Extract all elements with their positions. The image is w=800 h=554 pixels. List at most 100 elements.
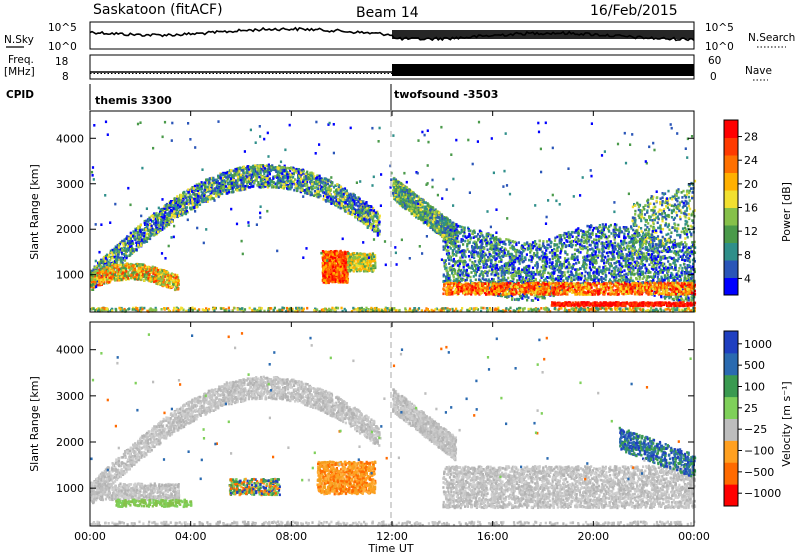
scatter-cell — [154, 214, 156, 217]
scatter-cell — [366, 219, 368, 222]
scatter-cell — [176, 195, 178, 198]
scatter-cell — [244, 178, 246, 181]
scatter-cell — [323, 274, 325, 277]
scatter-cell — [275, 186, 277, 189]
scatter-cell — [346, 192, 348, 195]
scatter-cell — [345, 202, 347, 205]
scatter-cell — [108, 263, 110, 266]
scatter-cell — [370, 216, 372, 219]
scatter-cell — [313, 194, 315, 197]
scatter-cell — [135, 248, 137, 251]
scatter-cell — [157, 219, 159, 222]
scatter-cell — [366, 207, 368, 210]
scatter-cell — [97, 269, 99, 272]
scatter-cell — [168, 207, 170, 210]
scatter-cell — [282, 176, 284, 179]
scatter-cell — [180, 194, 182, 197]
scatter-cell — [106, 274, 108, 277]
scatter-cell — [169, 214, 171, 217]
scatter-cell — [277, 170, 279, 173]
scatter-cell — [219, 182, 221, 185]
scatter-cell — [186, 206, 188, 209]
scatter-cell — [250, 183, 252, 186]
scatter-cell — [287, 167, 289, 170]
scatter-cell — [302, 181, 304, 184]
scatter-cell — [164, 211, 166, 214]
radar-summary-figure: Saskatoon (fitACF) Beam 14 16/Feb/2015 N… — [0, 0, 800, 554]
freq-unit: [MHz] — [4, 66, 35, 78]
scatter-cell — [147, 230, 149, 233]
scatter-cell — [191, 201, 193, 204]
scatter-cell — [122, 269, 124, 272]
scatter-cell — [327, 279, 329, 282]
scatter-cell — [314, 186, 316, 189]
scatter-cell — [306, 188, 308, 191]
scatter-cell — [125, 278, 127, 281]
scatter-cell — [377, 229, 379, 232]
scatter-cell — [173, 210, 175, 213]
scatter-cell — [316, 190, 318, 193]
scatter-cell — [194, 185, 196, 188]
scatter-cell — [130, 232, 132, 235]
scatter-cell — [379, 221, 381, 224]
scatter-cell — [148, 233, 150, 236]
scatter-cell — [153, 223, 155, 226]
freq-tick-top: 18 — [55, 56, 68, 68]
scatter-cell — [128, 266, 130, 269]
scatter-cell — [253, 181, 255, 184]
scatter-cell — [299, 183, 301, 186]
scatter-cell — [193, 207, 195, 210]
scatter-cell — [215, 195, 217, 198]
scatter-cell — [101, 275, 103, 278]
scatter-cell — [325, 178, 327, 181]
scatter-cell — [350, 194, 352, 197]
scatter-cell — [127, 240, 129, 243]
scatter-cell — [116, 264, 118, 267]
scatter-cell — [132, 250, 134, 253]
scatter-cell — [306, 171, 308, 174]
scatter-cell — [165, 271, 167, 274]
scatter-cell — [233, 186, 235, 189]
scatter-cell — [118, 268, 120, 271]
scatter-cell — [127, 273, 129, 276]
scatter-cell — [208, 181, 210, 184]
scatter-cell — [153, 268, 155, 271]
scatter-cell — [141, 239, 143, 242]
scatter-cell — [367, 223, 369, 226]
scatter-cell — [332, 266, 334, 269]
scatter-cell — [342, 207, 344, 210]
scatter-cell — [198, 199, 200, 202]
scatter-cell — [330, 189, 332, 192]
scatter-cell — [104, 260, 106, 263]
scatter-cell — [201, 187, 203, 190]
scatter-cell — [109, 272, 111, 275]
scatter-cell — [337, 264, 339, 267]
scatter-cell — [329, 185, 331, 188]
scatter-cell — [217, 176, 219, 179]
scatter-cell — [227, 183, 229, 186]
scatter-cell — [251, 179, 253, 182]
scatter-cell — [339, 280, 341, 283]
scatter-cell — [98, 280, 100, 283]
scatter-cell — [140, 224, 142, 227]
scatter-cell — [286, 171, 288, 174]
scatter-cell — [347, 205, 349, 208]
scatter-cell — [316, 187, 318, 190]
scatter-cell — [354, 216, 356, 219]
scatter-cell — [162, 223, 164, 226]
scatter-cell — [335, 260, 337, 263]
scatter-cell — [315, 183, 317, 186]
scatter-cell — [310, 194, 312, 197]
scatter-cell — [290, 184, 292, 187]
scatter-cell — [228, 191, 230, 194]
scatter-cell — [334, 197, 336, 200]
cpid-segment-twofsound: twofsound -3503 — [394, 88, 498, 101]
scatter-cell — [196, 206, 198, 209]
scatter-cell — [365, 223, 367, 226]
scatter-cell — [146, 233, 148, 236]
scatter-cell — [290, 180, 292, 183]
scatter-cell — [125, 243, 127, 246]
scatter-cell — [331, 181, 333, 184]
scatter-cell — [306, 184, 308, 187]
scatter-cell — [114, 273, 116, 276]
